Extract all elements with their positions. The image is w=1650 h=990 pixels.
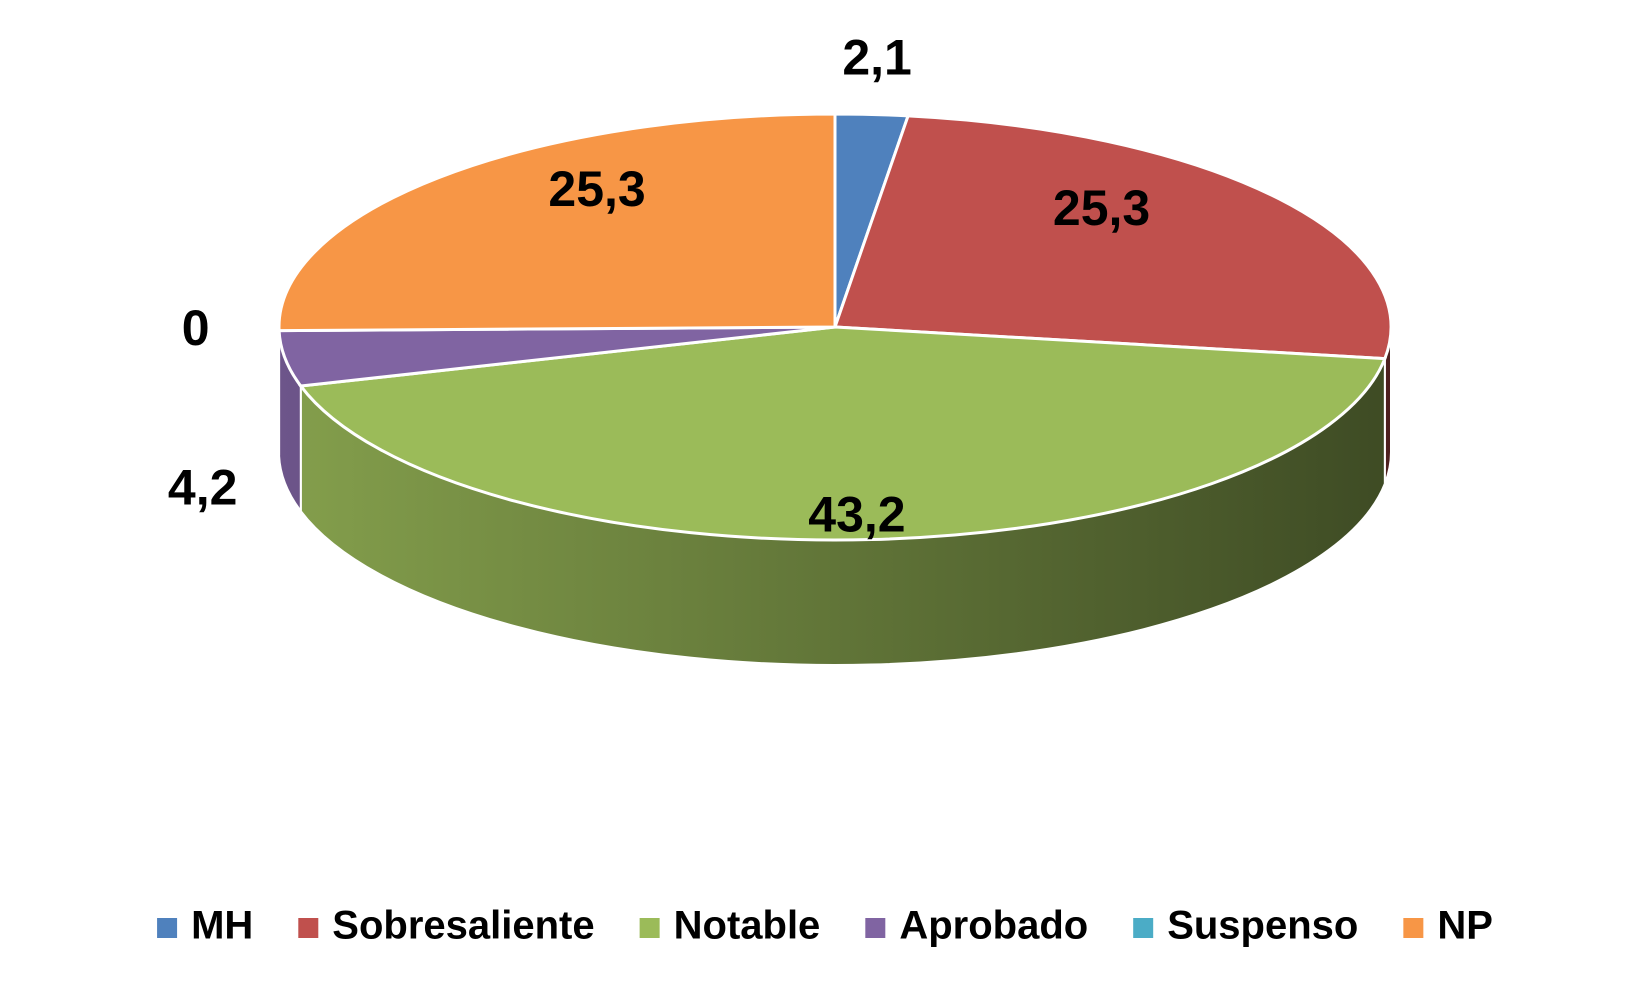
data-label: 43,2 bbox=[808, 486, 905, 542]
data-label: 2,1 bbox=[842, 30, 912, 86]
legend-label: NP bbox=[1437, 904, 1493, 948]
data-label: 25,3 bbox=[548, 161, 645, 217]
legend-swatch bbox=[639, 918, 660, 938]
legend-swatch bbox=[1133, 918, 1154, 938]
legend-swatch bbox=[298, 918, 319, 938]
slice bbox=[297, 325, 1387, 542]
legend-label: Suspenso bbox=[1167, 904, 1358, 948]
slice bbox=[832, 114, 1393, 361]
legend-label: MH bbox=[191, 904, 253, 948]
data-label: 0 bbox=[182, 300, 210, 356]
legend-label: Notable bbox=[674, 904, 821, 948]
slice bbox=[277, 112, 837, 333]
legend-swatch bbox=[1403, 918, 1424, 938]
legend-swatch bbox=[157, 918, 178, 938]
data-label: 25,3 bbox=[1053, 180, 1150, 236]
legend-label: Aprobado bbox=[899, 904, 1088, 948]
legend-swatch bbox=[865, 918, 886, 938]
data-label: 4,2 bbox=[168, 460, 238, 516]
legend-label: Sobresaliente bbox=[332, 904, 594, 948]
